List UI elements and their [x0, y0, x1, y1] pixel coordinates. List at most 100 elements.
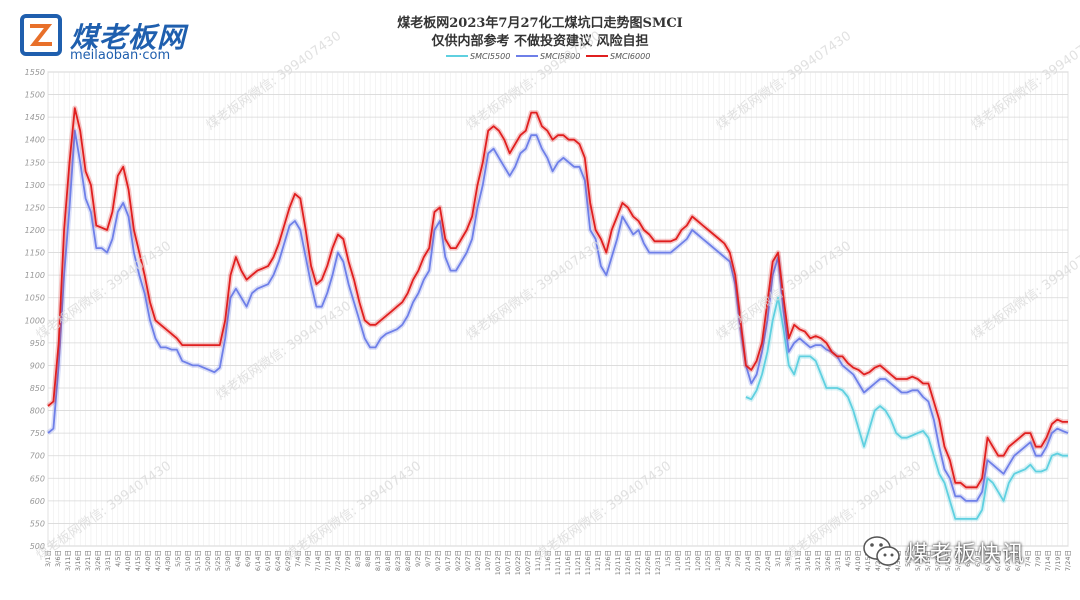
x-tick-label: 5/15日 — [194, 550, 202, 571]
x-tick-label: 5/10日 — [914, 550, 922, 571]
x-tick-label: 1/30日 — [714, 550, 722, 571]
x-tick-label: 1/15日 — [684, 550, 692, 571]
watermark-text: 煤老板网微信: 399407430 — [534, 459, 674, 564]
x-tick-label: 3/26日 — [94, 550, 102, 571]
chart-title: 煤老板网2023年7月27化工煤坑口走势图SMCI — [397, 16, 683, 31]
y-tick-label: 1150 — [25, 249, 45, 258]
x-tick-label: 3/6日 — [54, 550, 62, 567]
y-tick-label: 1200 — [25, 226, 45, 235]
x-tick-label: 3/21日 — [84, 550, 92, 571]
x-tick-label: 2/4日 — [724, 550, 732, 567]
chart-legend: SMCI5500 SMCI5800 SMCI6000 — [446, 52, 650, 61]
x-tick-label: 4/25日 — [154, 550, 162, 571]
y-tick-label: 1350 — [25, 158, 45, 167]
x-tick-label: 2/9日 — [734, 550, 742, 567]
x-tick-label: 4/5日 — [844, 550, 852, 567]
x-tick-label: 6/24日 — [274, 550, 282, 571]
x-tick-label: 4/15日 — [134, 550, 142, 571]
x-tick-label: 9/7日 — [424, 550, 432, 567]
x-tick-label: 1/10日 — [674, 550, 682, 571]
x-tick-label: 8/28日 — [404, 550, 412, 571]
x-tick-label: 7/9日 — [304, 550, 312, 567]
x-tick-label: 12/26日 — [644, 550, 652, 575]
x-tick-label: 3/1日 — [774, 550, 782, 567]
x-tick-label: 11/16日 — [564, 550, 572, 575]
x-tick-label: 5/25日 — [944, 550, 952, 571]
logo-mark-icon — [20, 14, 62, 56]
y-tick-label: 800 — [30, 407, 45, 416]
x-tick-label: 9/17日 — [444, 550, 452, 571]
x-tick-label: 10/17日 — [504, 550, 512, 575]
watermark-text: 煤老板网微信: 399407430 — [714, 29, 854, 134]
series-lines — [46, 105, 1069, 522]
x-tick-label: 3/16日 — [804, 550, 812, 571]
y-tick-label: 850 — [30, 384, 45, 393]
x-tick-label: 6/19日 — [264, 550, 272, 571]
x-tick-label: 11/26日 — [584, 550, 592, 575]
x-tick-label: 5/5日 — [904, 550, 912, 567]
x-tick-label: 11/1日 — [534, 550, 542, 571]
x-tick-label: 6/14日 — [984, 550, 992, 571]
x-tick-label: 12/1日 — [594, 550, 602, 571]
series-line-SMCI6000 — [47, 107, 1068, 489]
chart-grid — [47, 71, 1069, 547]
x-tick-label: 7/4日 — [1024, 550, 1032, 567]
x-tick-label: 5/20日 — [204, 550, 212, 571]
x-tick-label: 11/6日 — [544, 550, 552, 571]
x-tick-label: 7/24日 — [334, 550, 342, 571]
x-tick-label: 8/3日 — [354, 550, 362, 567]
x-tick-label: 12/11日 — [614, 550, 622, 575]
x-tick-label: 7/4日 — [294, 550, 302, 567]
x-tick-label: 6/29日 — [284, 550, 292, 571]
x-tick-label: 8/23日 — [394, 550, 402, 571]
y-axis: 500 550 600 650 700 750 800 850 900 950 1000 1050 11… — [25, 68, 45, 551]
legend-label-SMCI6000: SMCI6000 — [610, 52, 650, 61]
x-tick-label: 11/11日 — [554, 550, 562, 575]
x-tick-label: 8/13日 — [374, 550, 382, 571]
y-tick-label: 500 — [30, 542, 45, 551]
x-tick-label: 4/10日 — [854, 550, 862, 571]
brand-logo: 煤老板网 meilaoban·com — [20, 14, 230, 64]
watermark-text: 煤老板网微信: 399407430 — [464, 239, 604, 344]
y-tick-label: 600 — [30, 497, 45, 506]
x-tick-label: 5/20日 — [934, 550, 942, 571]
x-tick-label: 3/11日 — [794, 550, 802, 571]
x-tick-label: 8/18日 — [384, 550, 392, 571]
x-tick-label: 4/30日 — [164, 550, 172, 571]
x-tick-label: 8/8日 — [364, 550, 372, 567]
x-tick-label: 6/4日 — [234, 550, 242, 567]
y-tick-label: 1500 — [25, 91, 45, 100]
x-tick-label: 7/24日 — [1064, 550, 1072, 571]
x-tick-label: 12/31日 — [654, 550, 662, 575]
x-tick-label: 3/31日 — [834, 550, 842, 571]
x-tick-label: 6/9日 — [244, 550, 252, 567]
x-tick-label: 2/24日 — [764, 550, 772, 571]
x-tick-label: 12/21日 — [634, 550, 642, 575]
series-line-SMCI5800 — [47, 129, 1069, 502]
x-tick-label: 9/12日 — [434, 550, 442, 571]
x-tick-label: 6/29日 — [1014, 550, 1022, 571]
chart-subtitle: 仅供内部参考 不做投资建议 风险自担 — [431, 34, 649, 49]
watermark-text: 煤老板网微信: 399407430 — [464, 29, 604, 134]
x-tick-label: 2/14日 — [744, 550, 752, 571]
x-tick-label: 6/9日 — [974, 550, 982, 567]
x-tick-label: 3/21日 — [814, 550, 822, 571]
x-tick-label: 7/19日 — [324, 550, 332, 571]
x-tick-label: 5/10日 — [184, 550, 192, 571]
x-tick-label: 6/4日 — [964, 550, 972, 567]
x-tick-label: 1/20日 — [694, 550, 702, 571]
wechat-icon — [863, 536, 900, 566]
x-tick-label: 2/19日 — [754, 550, 762, 571]
x-tick-label: 3/16日 — [74, 550, 82, 571]
watermark-text: 煤老板网微信: 399407430 — [969, 239, 1080, 344]
x-tick-label: 10/7日 — [484, 550, 492, 571]
y-tick-label: 1300 — [25, 181, 45, 190]
x-tick-label: 3/26日 — [824, 550, 832, 571]
x-tick-label: 10/2日 — [474, 550, 482, 571]
x-tick-label: 5/30日 — [954, 550, 962, 571]
y-tick-label: 700 — [30, 452, 45, 461]
watermark-text: 煤老板网微信: 399407430 — [34, 459, 174, 564]
y-tick-label: 1050 — [25, 294, 45, 303]
